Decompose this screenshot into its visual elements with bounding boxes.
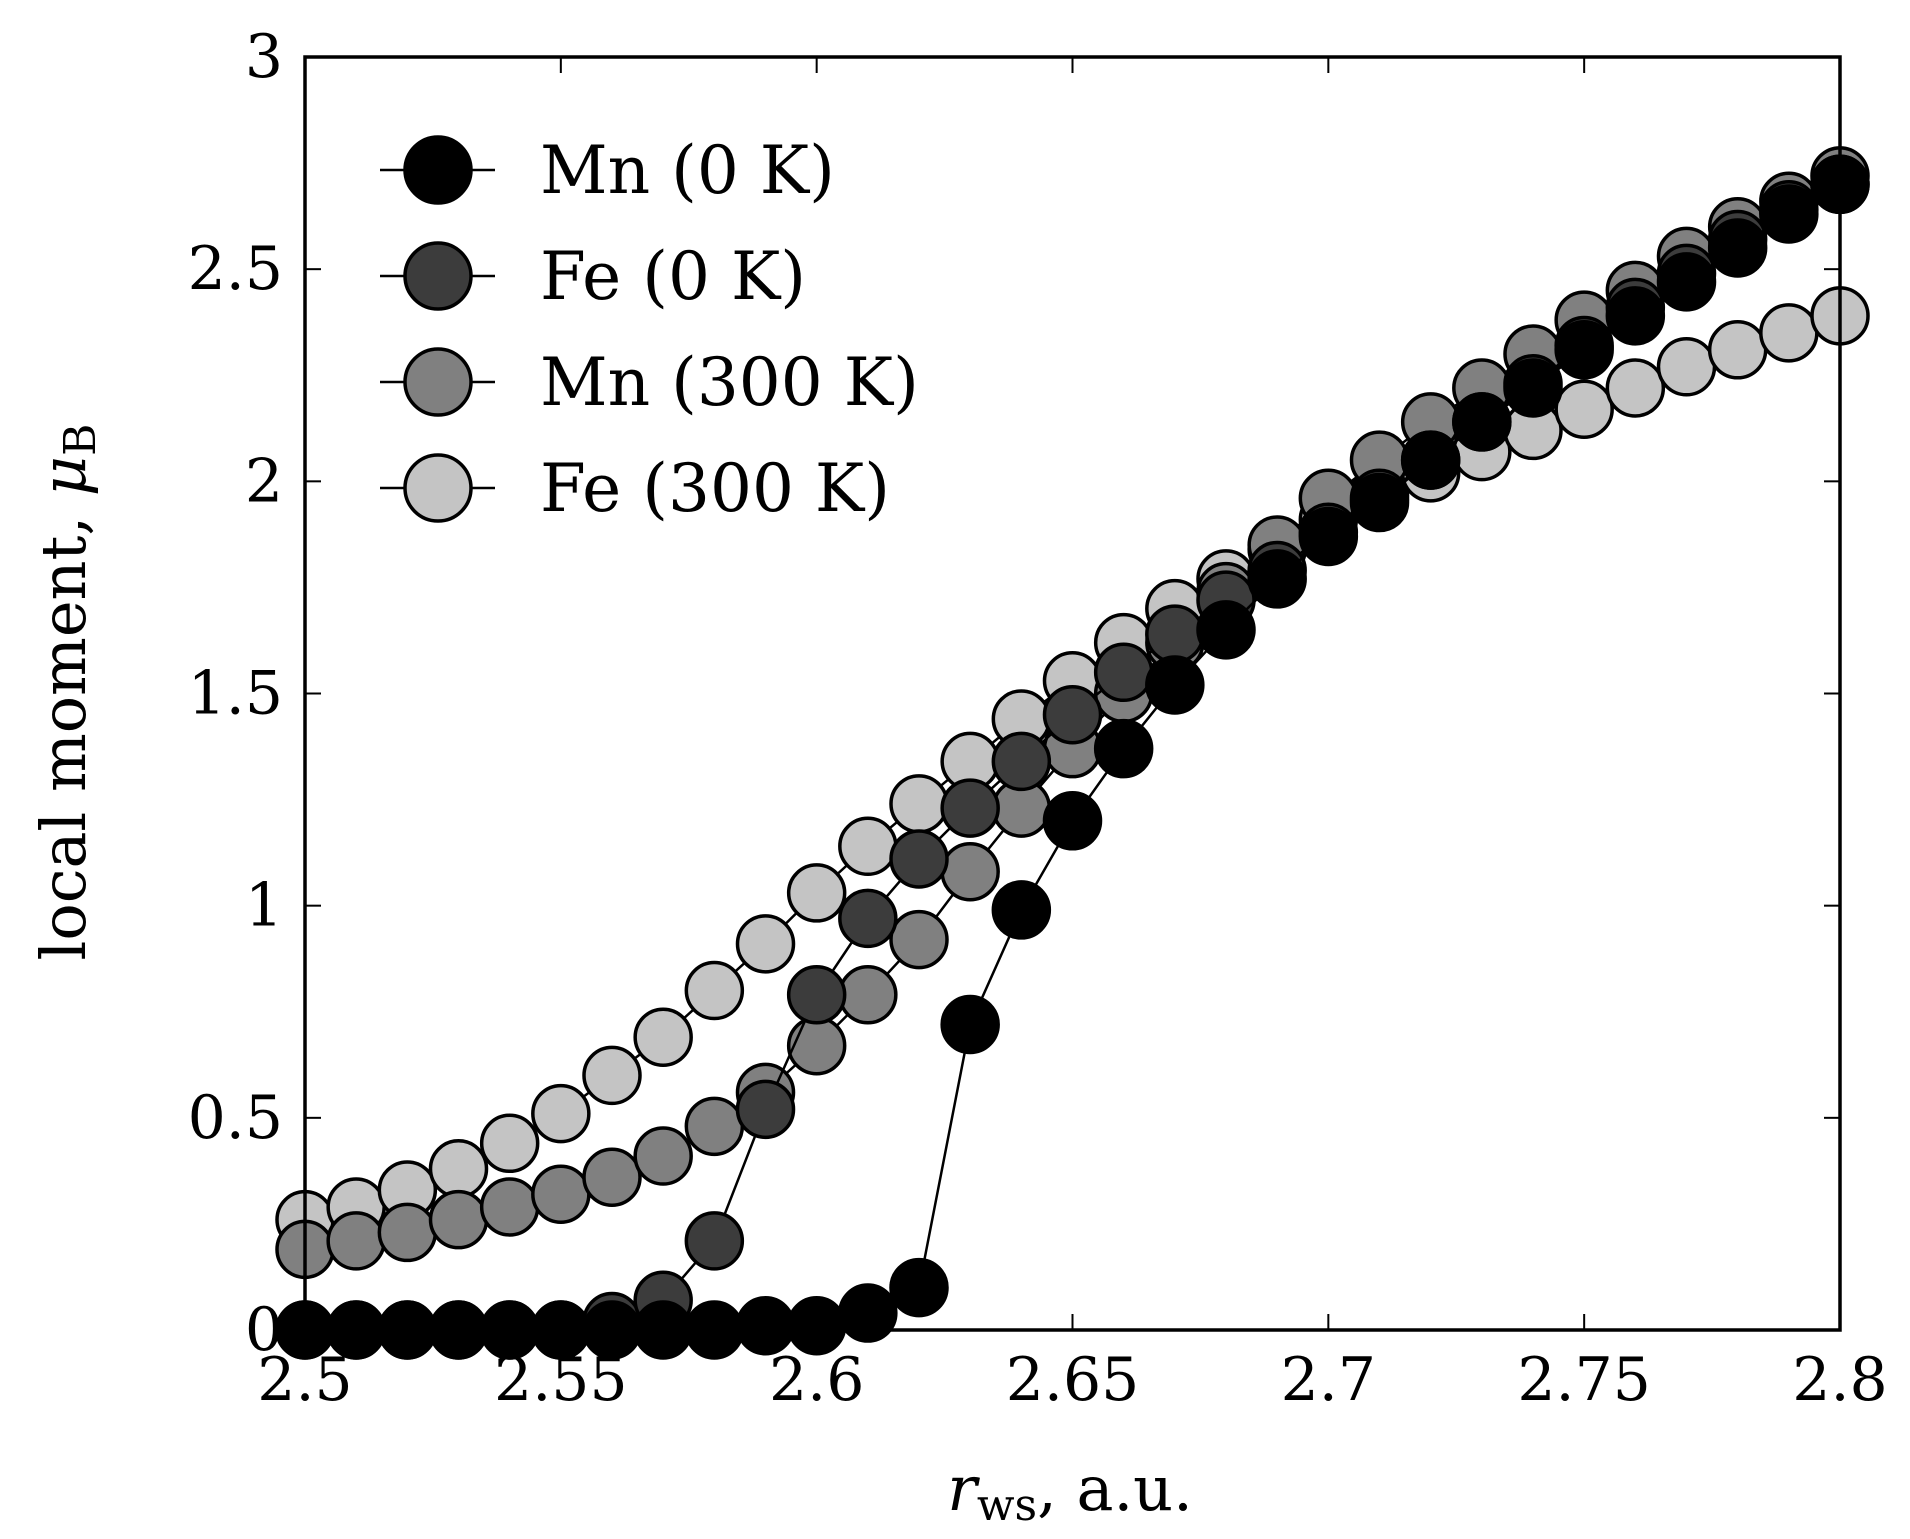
x-axis-label-sub: ws — [977, 1480, 1037, 1531]
data-point — [1503, 358, 1563, 418]
data-point — [582, 1045, 642, 1106]
data-point — [1554, 379, 1614, 439]
data-point — [684, 960, 745, 1021]
data-point — [684, 1096, 745, 1157]
data-point — [633, 1007, 693, 1067]
y-tick-label: 2 — [245, 446, 283, 516]
legend: Mn (0 K) Fe (0 K) Mn (300 K) Fe (300 K) — [380, 132, 919, 527]
legend-label: Mn (0 K) — [540, 132, 835, 209]
y-axis-label: local moment, μB — [27, 424, 106, 961]
data-point — [428, 1139, 489, 1199]
data-point — [1042, 684, 1103, 745]
y-axis-label-mu: μ — [27, 456, 100, 496]
data-point — [1349, 472, 1410, 533]
data-point — [1145, 604, 1205, 664]
data-point — [531, 1083, 591, 1144]
data-point — [684, 1211, 745, 1271]
legend-entry-3: Fe (300 K) — [380, 450, 890, 527]
data-point — [1605, 286, 1666, 346]
data-point — [940, 841, 1000, 902]
data-point — [786, 1015, 847, 1076]
x-axis-label-suffix: , a.u. — [1037, 1452, 1193, 1525]
data-point — [1298, 506, 1359, 567]
data-point — [1554, 320, 1614, 380]
legend-label: Fe (300 K) — [540, 450, 890, 527]
series-0 — [275, 154, 1870, 1360]
legend-marker — [403, 347, 473, 417]
data-point — [838, 816, 898, 877]
data-point — [940, 778, 1000, 838]
data-point — [531, 1164, 591, 1224]
x-tick-label: 2.8 — [1792, 1345, 1887, 1415]
x-axis-label: rws, a.u. — [947, 1452, 1193, 1531]
data-point — [735, 1079, 796, 1140]
x-axis-label-main: r — [947, 1452, 980, 1525]
data-point — [786, 965, 847, 1025]
data-point — [326, 1211, 386, 1271]
legend-marker — [403, 241, 473, 311]
data-point — [940, 994, 1000, 1055]
data-point — [1656, 252, 1717, 312]
data-point — [1400, 430, 1461, 490]
y-tick-label: 0.5 — [188, 1083, 283, 1153]
data-point — [838, 888, 898, 949]
legend-entry-1: Fe (0 K) — [380, 238, 806, 315]
y-tick-label: 3 — [245, 22, 283, 92]
data-point — [1452, 392, 1512, 452]
y-axis-label-sub: B — [55, 424, 106, 456]
x-tick-label: 2.7 — [1281, 1345, 1376, 1415]
data-point — [1042, 791, 1103, 851]
legend-label: Fe (0 K) — [540, 238, 806, 315]
x-tick-label: 2.65 — [1006, 1345, 1140, 1415]
x-tick-label: 2.6 — [769, 1345, 864, 1415]
y-tick-label: 1.5 — [188, 659, 283, 729]
x-tick-label: 2.5 — [257, 1345, 352, 1415]
data-point — [735, 914, 796, 974]
y-tick-label: 0 — [245, 1295, 283, 1365]
data-point — [1707, 320, 1768, 380]
data-point — [1707, 218, 1768, 278]
data-point — [1759, 184, 1819, 244]
legend-label: Mn (300 K) — [540, 344, 919, 421]
data-point — [889, 829, 949, 889]
data-point — [1605, 358, 1666, 418]
data-point — [889, 909, 949, 970]
y-tick-label: 2.5 — [188, 234, 283, 304]
data-point — [786, 863, 847, 923]
legend-marker — [403, 453, 473, 523]
legend-marker — [403, 135, 473, 205]
plot-area — [275, 146, 1870, 1360]
legend-entry-0: Mn (0 K) — [380, 132, 835, 209]
data-point — [889, 1257, 949, 1318]
data-point — [582, 1147, 642, 1207]
x-tick-label: 2.55 — [494, 1345, 628, 1415]
data-point — [991, 731, 1052, 792]
data-point — [838, 965, 898, 1025]
x-tick-label: 2.75 — [1517, 1345, 1651, 1415]
y-tick-label: 1 — [245, 871, 283, 941]
data-point — [428, 1189, 489, 1250]
data-point — [991, 880, 1052, 940]
data-point — [479, 1177, 540, 1237]
data-point — [633, 1126, 693, 1186]
data-point — [1145, 655, 1205, 715]
y-axis-label-main: local moment, — [27, 496, 100, 960]
legend-entry-2: Mn (300 K) — [380, 344, 919, 421]
data-point — [1656, 337, 1717, 397]
axis-ticks: 2.5 2.55 2.6 2.65 2.7 2.75 2.8 0 0.5 1 1.5 2 2.5 3 — [188, 22, 1888, 1415]
data-point — [1247, 549, 1307, 609]
data-point — [889, 774, 949, 834]
data-point — [1093, 718, 1154, 779]
data-point — [377, 1202, 438, 1263]
data-point — [1759, 303, 1819, 363]
data-point — [479, 1113, 540, 1174]
data-point — [1093, 642, 1154, 703]
data-point — [838, 1283, 898, 1343]
data-point — [1196, 600, 1256, 660]
